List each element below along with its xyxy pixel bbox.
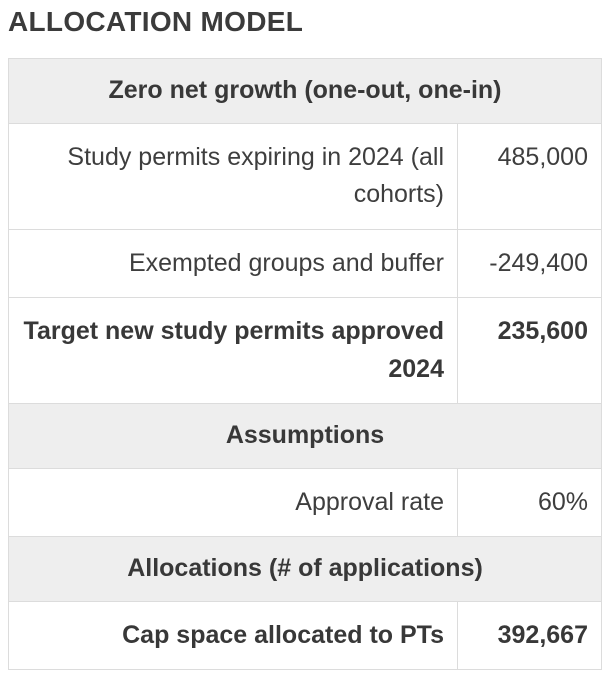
section-header-row: Assumptions bbox=[8, 403, 602, 469]
section-header-row: Allocations (# of applications) bbox=[8, 536, 602, 602]
section-header-allocations: Allocations (# of applications) bbox=[8, 536, 602, 602]
table-row-target: Target new study permits approved 2024 2… bbox=[8, 297, 602, 405]
row-label: Approval rate bbox=[8, 467, 458, 538]
table-row: Approval rate 60% bbox=[8, 467, 602, 538]
row-value: 485,000 bbox=[457, 122, 602, 230]
row-label: Target new study permits approved 2024 bbox=[8, 297, 458, 405]
row-label: Study permits expiring in 2024 (all coho… bbox=[8, 122, 458, 230]
row-value: 235,600 bbox=[457, 297, 602, 405]
table-row-cap-space: Cap space allocated to PTs 392,667 bbox=[8, 600, 602, 671]
page-title: ALLOCATION MODEL bbox=[8, 6, 304, 37]
row-value: 392,667 bbox=[457, 600, 602, 671]
allocation-model-table: Zero net growth (one-out, one-in) Study … bbox=[8, 58, 602, 671]
row-value: 60% bbox=[457, 467, 602, 538]
section-header-row: Zero net growth (one-out, one-in) bbox=[8, 58, 602, 124]
section-header-zero-net-growth: Zero net growth (one-out, one-in) bbox=[8, 58, 602, 124]
row-value: -249,400 bbox=[457, 228, 602, 299]
row-label: Cap space allocated to PTs bbox=[8, 600, 458, 671]
table-row: Exempted groups and buffer -249,400 bbox=[8, 228, 602, 299]
section-header-assumptions: Assumptions bbox=[8, 403, 602, 469]
row-label: Exempted groups and buffer bbox=[8, 228, 458, 299]
table-row: Study permits expiring in 2024 (all coho… bbox=[8, 122, 602, 230]
